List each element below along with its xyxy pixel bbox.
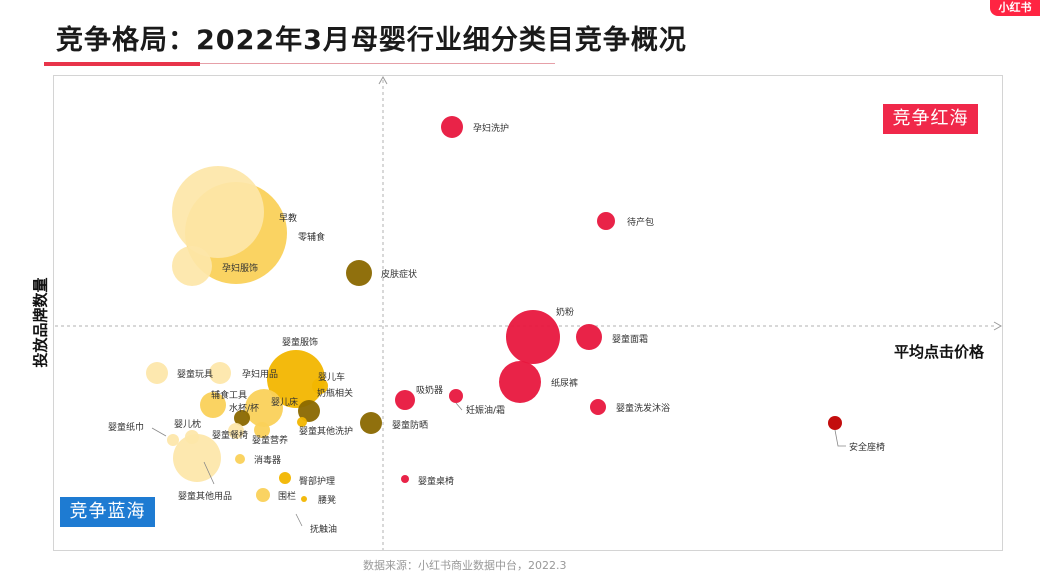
bubble-label-31: 臀部护理 [299, 475, 335, 487]
bubble-23 [245, 389, 283, 427]
bubble-11 [449, 389, 463, 403]
leader-line-11 [455, 402, 463, 411]
bubble-33 [301, 496, 307, 502]
leader-line-28 [151, 427, 167, 437]
bubble-17 [312, 378, 328, 394]
bubble-12 [590, 399, 606, 415]
bubble-7 [506, 310, 560, 364]
bubble-28 [167, 434, 179, 446]
bubble-label-8: 婴童面霜 [612, 333, 648, 345]
bubble-1 [441, 116, 463, 138]
bubble-25 [254, 422, 270, 438]
bubble-24 [228, 423, 244, 439]
page-title: 竞争格局：2022年3月母婴行业细分类目竞争概况 [56, 25, 687, 56]
bubble-15 [401, 475, 409, 483]
source-note: 数据来源：小红书商业数据中台，2022.3 [363, 559, 567, 572]
bubble-19 [146, 362, 168, 384]
bubble-20 [209, 362, 231, 384]
bubble-4 [172, 166, 264, 258]
bubble-18 [298, 400, 320, 422]
bubble-label-2: 待产包 [627, 216, 654, 228]
title-underline-accent [44, 62, 200, 66]
bubble-21 [200, 392, 226, 418]
brand-badge: 小红书 [990, 0, 1040, 16]
bubble-16 [267, 350, 325, 408]
bubble-label-21: 辅食工具 [211, 389, 247, 401]
bubble-3 [346, 260, 372, 286]
bubble-30 [173, 434, 221, 482]
bubble-label-34: 抚触油 [310, 523, 337, 535]
bubble-label-22: 水杯/杯 [229, 402, 259, 414]
bubble-13 [828, 416, 842, 430]
chart-frame [53, 75, 1003, 551]
bubble-label-11: 妊娠油/霜 [466, 404, 505, 416]
bubble-label-4: 早教 [279, 212, 297, 224]
leader-line-13 [834, 429, 846, 447]
bubble-label-13: 安全座椅 [849, 441, 885, 453]
bubble-label-18: 奶瓶相关 [317, 387, 353, 399]
bubble-label-12: 婴童洗发沐浴 [616, 402, 670, 414]
red-sea-badge: 竞争红海 [883, 104, 978, 134]
bubble-14 [360, 412, 382, 434]
bubble-22 [234, 410, 250, 426]
bubble-label-5: 零辅食 [298, 231, 325, 243]
y-axis-arrow [378, 75, 388, 85]
bubble-label-23: 婴儿床 [271, 396, 298, 408]
bubble-31 [279, 472, 291, 484]
bubble-2 [597, 212, 615, 230]
bubble-label-15: 婴童桌椅 [418, 475, 454, 487]
bubble-label-10: 吸奶器 [416, 384, 443, 396]
blue-sea-badge: 竞争蓝海 [60, 497, 155, 527]
leader-line-30 [203, 461, 215, 485]
title-underline [200, 63, 555, 64]
bubble-label-29: 消毒器 [254, 454, 281, 466]
bubble-29 [235, 454, 245, 464]
bubble-label-19: 婴童玩具 [177, 368, 213, 380]
bubble-9 [499, 361, 541, 403]
bubble-label-1: 孕妇洗护 [473, 122, 509, 134]
y-axis-title: 投放品牌数量 [20, 262, 54, 382]
bubble-label-20: 孕妇用品 [242, 368, 278, 380]
x-axis-arrow [993, 321, 1003, 331]
bubble-label-9: 纸尿裤 [551, 377, 578, 389]
bubble-32 [256, 488, 270, 502]
x-axis-title: 平均点击价格 [894, 343, 985, 361]
bubble-label-24: 婴童餐椅 [212, 429, 248, 441]
bubble-label-30: 婴童其他用品 [178, 490, 232, 502]
bubble-10 [395, 390, 415, 410]
bubble-8 [576, 324, 602, 350]
bubble-layer [146, 116, 842, 502]
bubble-label-7: 奶粉 [556, 306, 574, 318]
leader-lines [151, 402, 846, 527]
bubble-label-27: 婴儿枕 [174, 418, 201, 430]
bubble-label-28: 婴童纸巾 [108, 421, 144, 433]
bubble-label-26: 婴童其他洗护 [299, 425, 353, 437]
leader-line-34 [295, 513, 303, 527]
bubble-27 [185, 430, 199, 444]
bubble-label-16: 婴童服饰 [282, 336, 318, 348]
bubble-label-33: 腰凳 [318, 495, 336, 506]
bubble-26 [297, 417, 307, 427]
bubble-label-25: 婴童营养 [252, 434, 288, 446]
bubble-label-17: 婴儿车 [318, 371, 345, 383]
bubble-label-6: 孕妇服饰 [222, 262, 258, 274]
bubble-label-32: 围栏 [278, 490, 296, 502]
bubble-label-14: 婴童防晒 [392, 419, 428, 431]
bubble-label-3: 皮肤症状 [381, 268, 417, 280]
bubble-6 [172, 246, 212, 286]
y-axis-label: 投放品牌数量 [31, 277, 50, 368]
